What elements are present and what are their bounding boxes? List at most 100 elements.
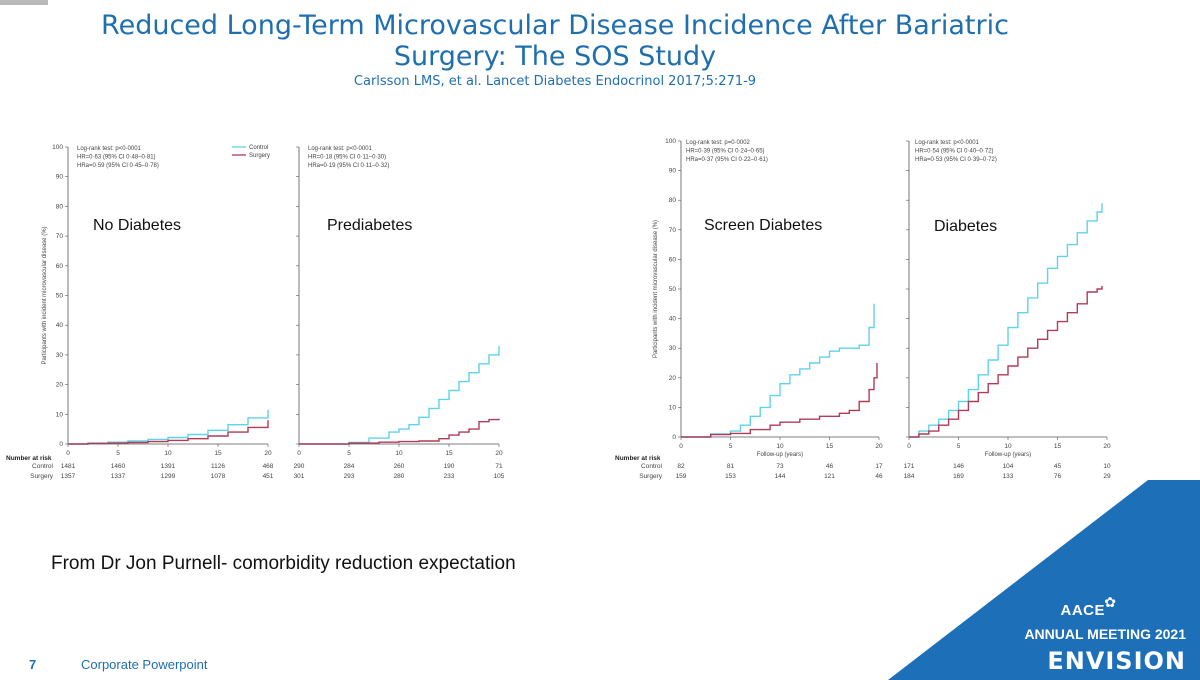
chart-3-y-tick-label: 60 — [669, 256, 677, 263]
chart-1-series-surgery — [68, 420, 269, 445]
chart-4-risk-value: 146 — [953, 463, 964, 470]
chart-4-x-tick-label: 5 — [957, 443, 961, 450]
chart-3-y-tick-label: 100 — [665, 138, 676, 145]
chart-1-y-tick-label: 60 — [56, 263, 64, 270]
chart-3-x-tick-label: 0 — [679, 443, 683, 450]
chart-4-risk-value: 10 — [1103, 463, 1111, 470]
chart-2-risk-value: 105 — [494, 473, 505, 480]
chart-1-risk-value: 1078 — [211, 473, 226, 480]
chart-1-y-tick-label: 90 — [56, 174, 64, 181]
chart-1-risk-value: 1481 — [61, 463, 76, 470]
chart-1-risk-value: 1460 — [111, 463, 126, 470]
chart-3-panel-label: Screen Diabetes — [704, 217, 822, 234]
chart-1-legend-label: Control — [249, 145, 268, 151]
chart-2-stat-line: Log-rank test: p<0·0001 — [308, 146, 373, 152]
chart-3-stat-line: HR=0·39 (95% CI 0·24–0·65) — [686, 149, 765, 155]
chart-2-risk-value: 301 — [294, 473, 305, 480]
chart-4-risk-value: 29 — [1103, 473, 1111, 480]
chart-3-risk-title: Number at risk — [615, 455, 661, 462]
chart-1-risk-value: 468 — [263, 463, 274, 470]
chart-3-y-tick-label: 50 — [669, 286, 677, 293]
chart-3-series-control — [681, 303, 875, 438]
chart-1-y-tick-label: 10 — [56, 411, 64, 418]
chart-4-risk-value: 171 — [904, 463, 915, 470]
logo-name: ENVISION — [1047, 647, 1186, 675]
chart-2-x-tick-label: 20 — [495, 450, 503, 457]
footnote: From Dr Jon Purnell- comorbidity reducti… — [51, 553, 516, 574]
chart-1-stat-line: Log-rank test: p<0·0001 — [77, 146, 142, 152]
chart-3-x-tick-label: 5 — [729, 443, 733, 450]
chart-1-risk-value: 1126 — [211, 463, 225, 470]
chart-3-stat-line: Log-rank test: p=0·0002 — [686, 140, 751, 146]
event-logo: ✿ AACE ANNUAL MEETING 2021 ENVISION — [888, 480, 1200, 680]
chart-4-risk-value: 169 — [953, 473, 964, 480]
chart-3-series-surgery — [681, 363, 878, 438]
chart-4-stat-line: HR=0·54 (95% CI 0·40–0·72) — [915, 149, 994, 155]
chart-1-y-tick-label: 70 — [56, 233, 64, 240]
chart-1-legend-label: Surgery — [249, 153, 270, 159]
chart-1-stat-line: HR=0·63 (95% CI 0·48–0·81) — [77, 155, 156, 161]
chart-2-risk-value: 190 — [444, 463, 455, 470]
chart-2-x-tick-label: 0 — [297, 450, 301, 457]
chart-3-y-tick-label: 90 — [669, 168, 677, 175]
chart-1-y-label: Participants with incident microvascular… — [42, 226, 48, 364]
chart-1-x-tick-label: 10 — [164, 450, 172, 457]
chart-2-panel-label: Prediabetes — [327, 217, 412, 234]
chart-1-y-tick-label: 80 — [56, 203, 64, 210]
chart-2-series-control — [299, 346, 500, 445]
chart-1-y-tick-label: 30 — [56, 352, 64, 359]
chart-1-stat-line: HRa=0·59 (95% CI 0·45–0·78) — [77, 163, 159, 169]
logo-background — [888, 480, 1200, 680]
chart-1-x-tick-label: 0 — [66, 450, 70, 457]
chart-2-risk-value: 280 — [394, 473, 405, 480]
chart-3-risk-value: 159 — [676, 473, 687, 480]
chart-2-risk-value: 233 — [444, 473, 455, 480]
window-tab — [0, 0, 48, 5]
chart-1-panel-label: No Diabetes — [93, 217, 181, 234]
chart-3-stat-line: HRa=0·37 (95% CI 0·22–0·61) — [686, 157, 768, 163]
footer-text: Corporate Powerpoint — [81, 657, 208, 672]
chart-2-stat-line: HRa=0·19 (95% CI 0·11–0·32) — [308, 163, 389, 169]
chart-1-x-tick-label: 5 — [116, 450, 120, 457]
chart-4-x-tick-label: 20 — [1103, 443, 1111, 450]
chart-3-x-label: Follow-up (years) — [757, 452, 803, 458]
citation: Carlsson LMS, et al. Lancet Diabetes End… — [353, 74, 757, 89]
chart-2-stat-line: HR=0·18 (95% CI 0·11–0·30) — [308, 155, 386, 161]
chart-1-risk-row-name: Control — [32, 463, 54, 470]
chart-3-risk-value: 82 — [677, 463, 685, 470]
chart-4-risk-value: 184 — [904, 473, 915, 480]
chart-4-x-label: Follow-up (years) — [985, 452, 1031, 458]
chart-4-series-control — [909, 203, 1103, 438]
chart-1-risk-value: 1299 — [161, 473, 176, 480]
chart-3-y-tick-label: 30 — [669, 345, 677, 352]
chart-3-risk-value: 46 — [875, 473, 883, 480]
chart-4-stat-line: HRa=0·53 (95% CI 0·39–0·72) — [915, 157, 997, 163]
logo-org: AACE — [1060, 602, 1105, 619]
chart-3-y-tick-label: 10 — [669, 404, 677, 411]
chart-3-risk-value: 81 — [727, 463, 735, 470]
chart-1-y-tick-label: 20 — [56, 382, 64, 389]
chart-1-risk-value: 451 — [263, 473, 274, 480]
chart-3-y-label: Participants with incident microvascular… — [653, 220, 659, 358]
chart-2-risk-value: 71 — [495, 463, 503, 470]
chart-3-x-tick-label: 10 — [776, 443, 784, 450]
chart-2-x-tick-label: 10 — [395, 450, 403, 457]
chart-1-y-tick-label: 50 — [56, 293, 64, 300]
slide-title-line1: Reduced Long-Term Microvascular Disease … — [101, 10, 1009, 41]
chart-3-y-tick-label: 70 — [669, 227, 677, 234]
chart-1-y-tick-label: 0 — [59, 441, 63, 448]
chart-2-risk-value: 260 — [394, 463, 405, 470]
chart-3-x-tick-label: 15 — [826, 443, 834, 450]
chart-3-risk-value: 73 — [776, 463, 784, 470]
chart-1-y-tick-label: 40 — [56, 322, 64, 329]
chart-4-stat-line: Log-rank test: p<0·0001 — [915, 140, 980, 146]
chart-2-x-tick-label: 15 — [445, 450, 453, 457]
chart-1-risk-value: 1337 — [111, 473, 126, 480]
chart-4-panel-label: Diabetes — [934, 218, 997, 235]
chart-4-series-surgery — [909, 286, 1103, 438]
chart-4-risk-value: 45 — [1054, 463, 1062, 470]
chart-3-risk-value: 153 — [725, 473, 736, 480]
chart-1-risk-value: 1391 — [161, 463, 176, 470]
chart-1-y-tick-label: 100 — [52, 144, 63, 151]
